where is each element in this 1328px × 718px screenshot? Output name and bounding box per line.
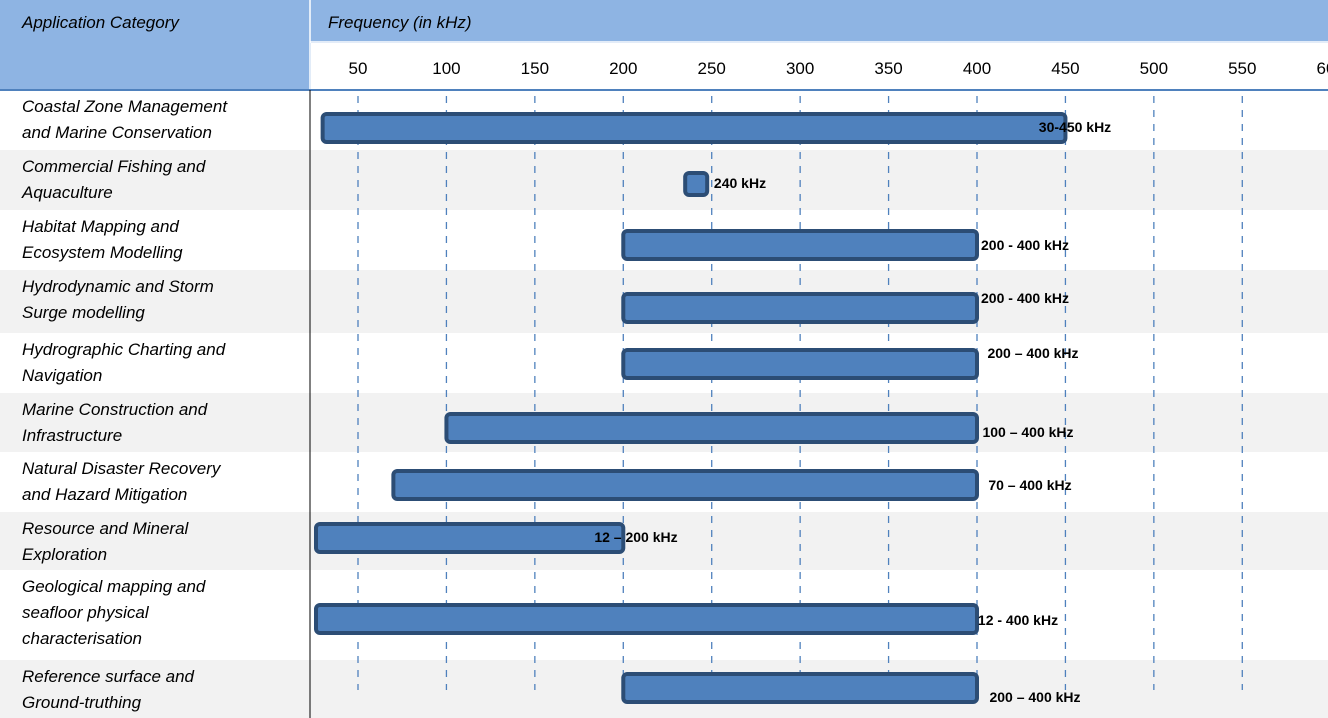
range-bar	[621, 292, 979, 324]
x-tick-label: 50	[349, 59, 368, 78]
range-bar	[320, 112, 1068, 144]
row-background-alt	[0, 512, 1328, 570]
x-tick-label: 100	[432, 59, 460, 78]
range-bar	[621, 348, 979, 380]
bar-value-label: 200 - 400 kHz	[981, 237, 1069, 253]
x-tick-label: 300	[786, 59, 814, 78]
x-tick-label: 150	[521, 59, 549, 78]
gridlines	[357, 96, 1243, 690]
x-tick-label: 250	[698, 59, 726, 78]
frequency-axis-title: Frequency (in kHz)	[328, 13, 472, 32]
category-label: Habitat Mapping and Ecosystem Modelling	[22, 217, 183, 262]
x-tick-label: 500	[1140, 59, 1168, 78]
x-tick-label: 400	[963, 59, 991, 78]
ticks-background	[311, 43, 1328, 90]
range-bar	[314, 522, 626, 554]
range-bar	[683, 171, 710, 197]
x-tick-label: 450	[1051, 59, 1079, 78]
bar-value-label: 200 – 400 kHz	[987, 345, 1078, 361]
x-tick-labels: 50 100 150 200 250 300 350 400 450 500 550 600	[349, 59, 1328, 78]
bar-value-label: 12 - 400 kHz	[978, 612, 1058, 628]
category-label: Reference surface and Ground-truthing	[22, 667, 195, 712]
bar-value-label: 12 – 200 kHz	[594, 529, 677, 545]
range-bar	[444, 412, 979, 444]
x-tick-label: 350	[874, 59, 902, 78]
category-label: Commercial Fishing and Aquaculture	[21, 157, 206, 202]
category-label: Hydrodynamic and Storm Surge modelling	[22, 277, 214, 322]
bar-value-label: 200 - 400 kHz	[981, 290, 1069, 306]
bar-value-label: 70 – 400 kHz	[988, 477, 1071, 493]
range-bar	[621, 672, 979, 704]
x-tick-label: 200	[609, 59, 637, 78]
range-bar	[621, 229, 979, 261]
category-label: Marine Construction and Infrastructure	[22, 400, 208, 445]
bar-value-label: 240 kHz	[714, 175, 766, 191]
category-column-title: Application Category	[21, 13, 180, 32]
row-background-alt	[0, 150, 1328, 210]
x-tick-label: 550	[1228, 59, 1256, 78]
bar-value-label: 200 – 400 kHz	[989, 689, 1080, 705]
category-label: Coastal Zone Management and Marine Conser…	[22, 97, 228, 142]
category-label: Geological mapping and seafloor physical c…	[22, 577, 206, 648]
bars-layer	[314, 112, 1068, 704]
category-label: Resource and Mineral Exploration	[22, 519, 190, 564]
category-labels: Coastal Zone Management and Marine Conser…	[21, 97, 228, 712]
x-tick-label: 600	[1317, 59, 1328, 78]
bar-value-label: 30-450 kHz	[1039, 119, 1111, 135]
range-bar	[391, 469, 980, 501]
range-bar	[314, 603, 979, 635]
bar-value-label: 100 – 400 kHz	[982, 424, 1073, 440]
bar-value-labels: 30-450 kHz 240 kHz 200 - 400 kHz 200 - 400 …	[594, 119, 1111, 705]
category-label: Hydrographic Charting and Navigation	[22, 340, 226, 385]
category-label: Natural Disaster Recovery and Hazard Miti…	[22, 459, 222, 504]
